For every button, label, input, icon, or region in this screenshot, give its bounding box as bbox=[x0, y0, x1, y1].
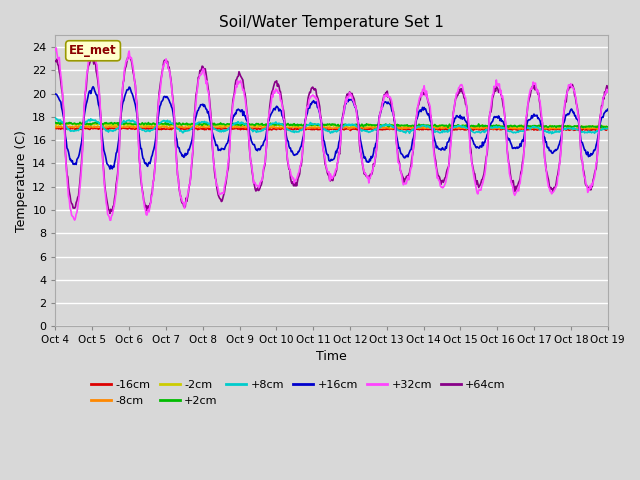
Title: Soil/Water Temperature Set 1: Soil/Water Temperature Set 1 bbox=[219, 15, 444, 30]
X-axis label: Time: Time bbox=[316, 349, 347, 362]
Legend: -16cm, -8cm, -2cm, +2cm, +8cm, +16cm, +32cm, +64cm: -16cm, -8cm, -2cm, +2cm, +8cm, +16cm, +3… bbox=[87, 375, 510, 410]
Y-axis label: Temperature (C): Temperature (C) bbox=[15, 130, 28, 232]
Text: EE_met: EE_met bbox=[69, 44, 117, 57]
